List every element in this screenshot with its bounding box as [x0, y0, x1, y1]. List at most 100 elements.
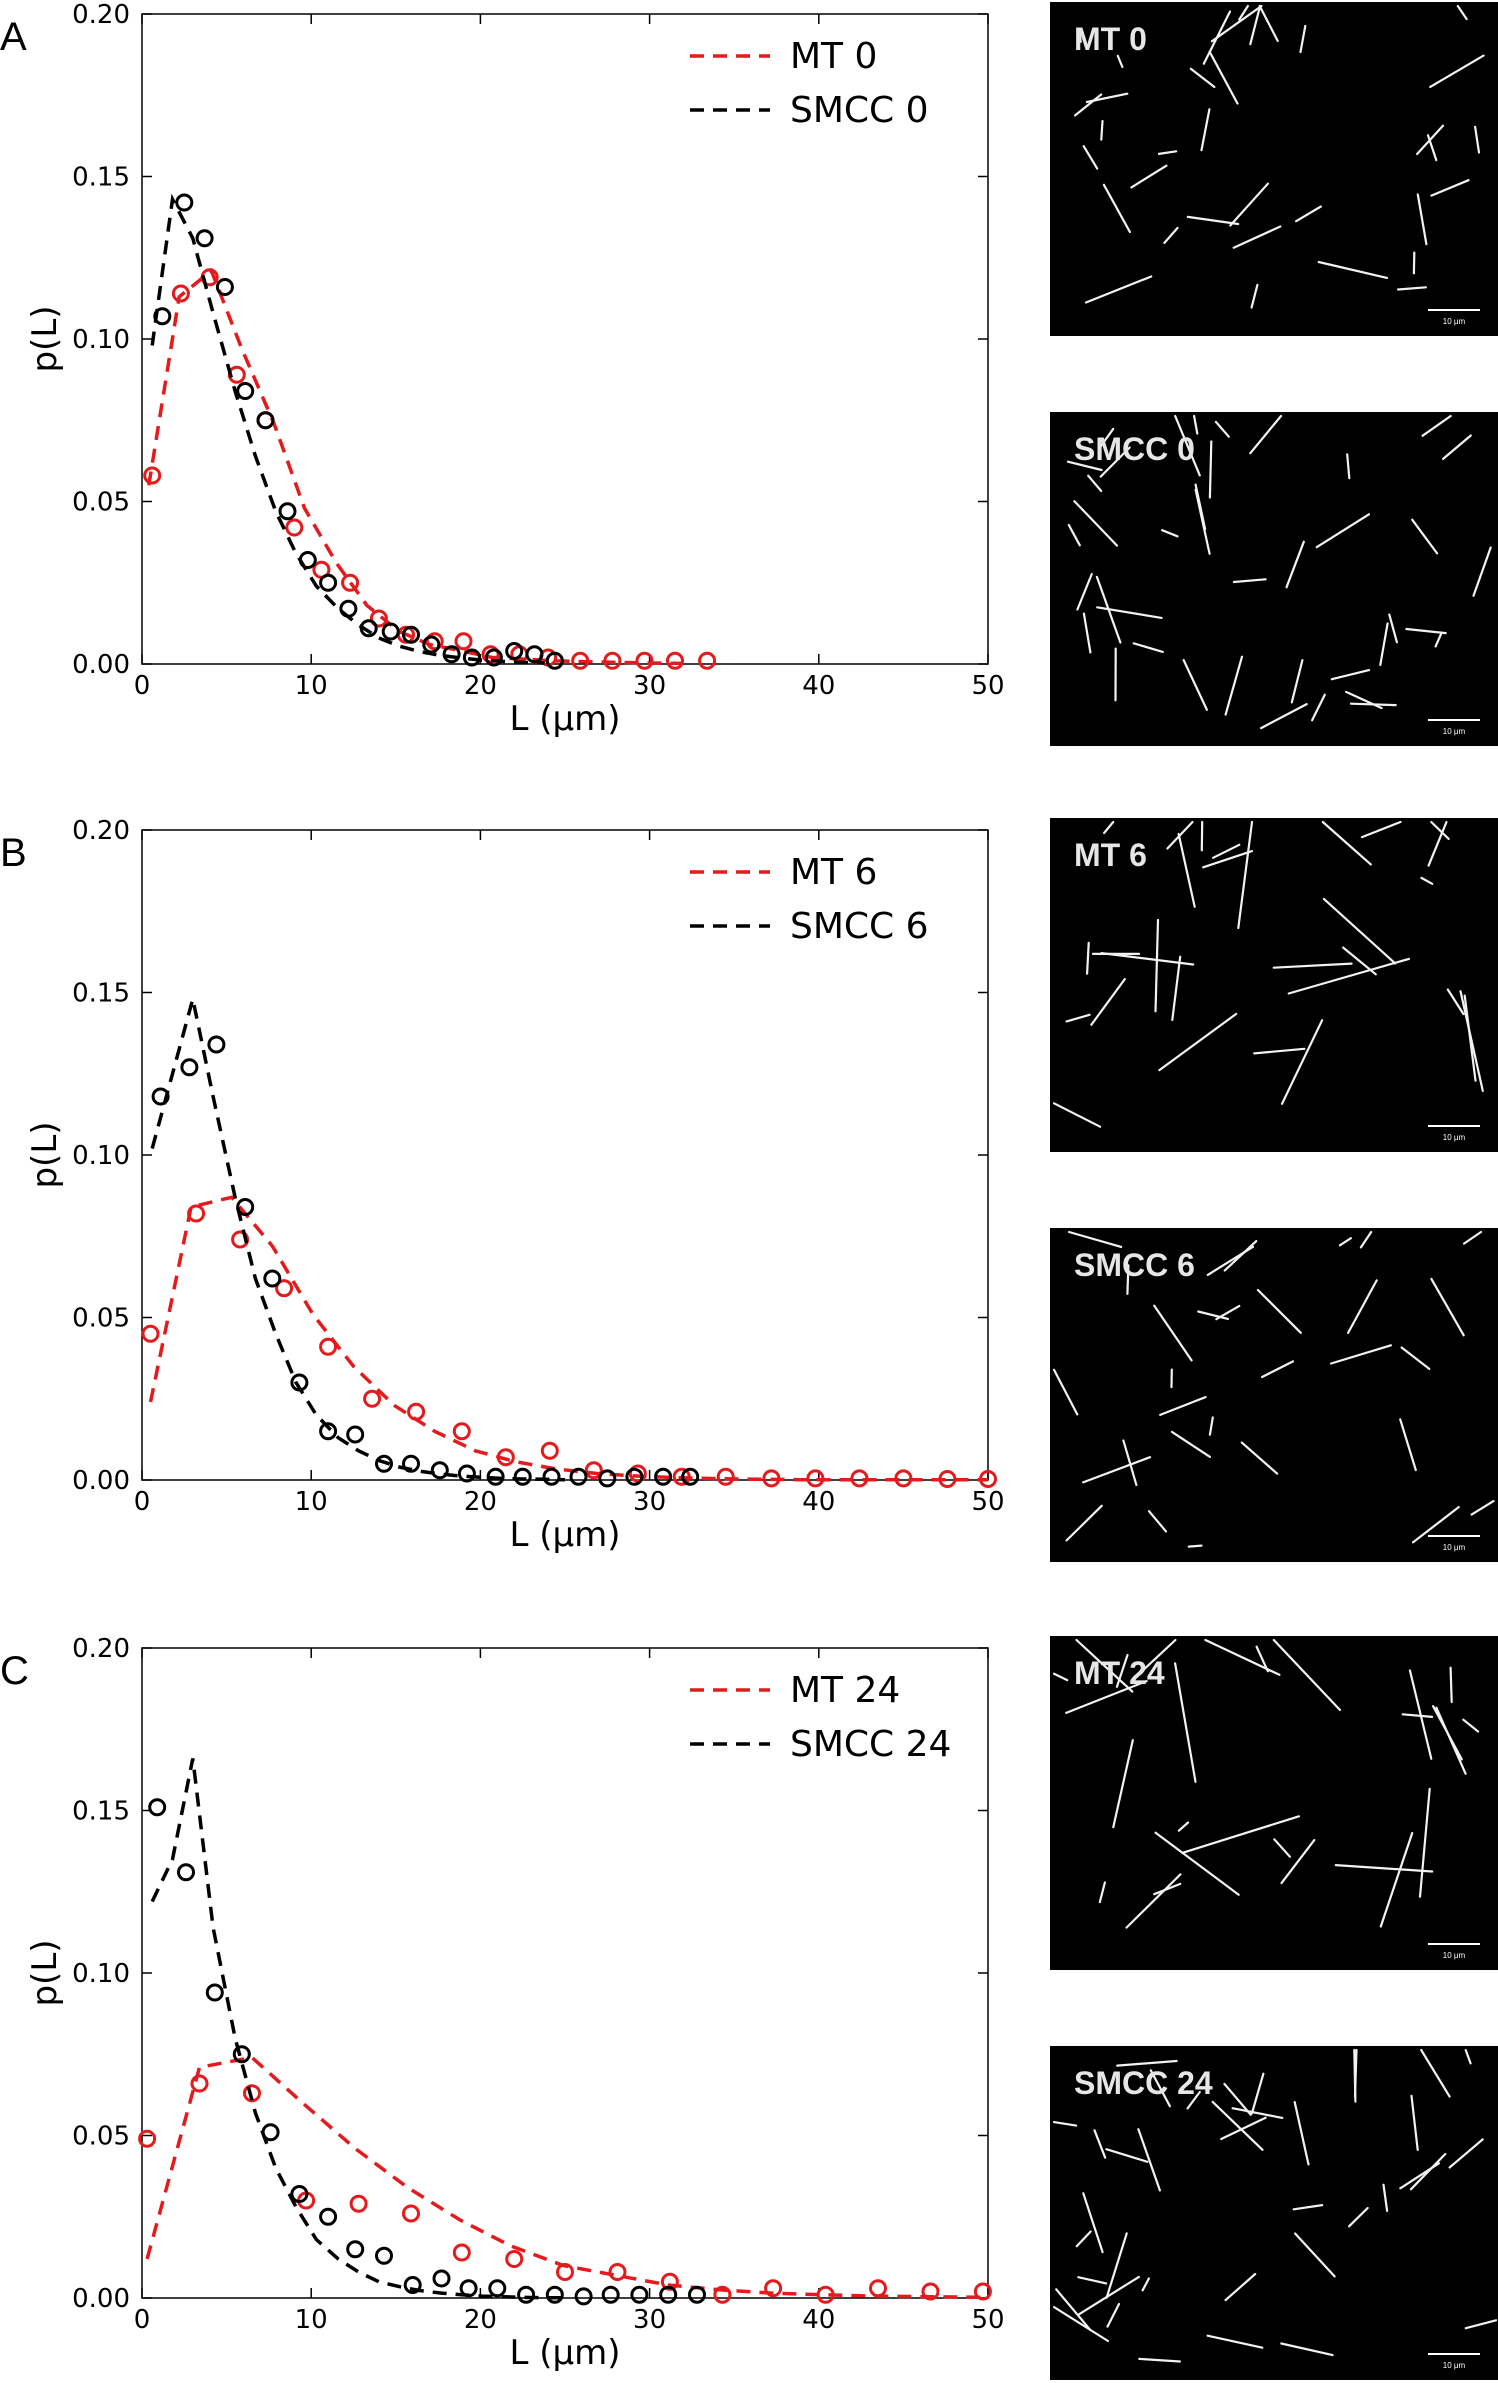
filament — [1334, 1863, 1434, 1873]
filament — [1052, 1368, 1079, 1416]
micrograph-background — [1050, 818, 1498, 1152]
data-point — [403, 2276, 422, 2294]
filament — [1067, 523, 1081, 547]
data-point — [261, 2123, 280, 2142]
filament — [1126, 1264, 1130, 1296]
data-point — [505, 642, 524, 660]
filament — [1330, 668, 1371, 681]
x-tick-label: 10 — [295, 1487, 328, 1517]
filament — [1472, 546, 1492, 597]
y-tick-label: 0.15 — [72, 979, 130, 1009]
filament — [1090, 977, 1126, 1026]
filament — [1177, 1821, 1190, 1832]
data-point — [635, 651, 654, 670]
data-point — [921, 2282, 940, 2301]
x-tick-label: 0 — [134, 671, 151, 701]
data-point — [517, 2285, 536, 2304]
filament — [1418, 1787, 1431, 1898]
data-point — [177, 1863, 195, 1882]
data-point — [688, 2285, 706, 2304]
legend: MT 6 SMCC 6 — [690, 852, 929, 947]
micrograph-background — [1050, 412, 1498, 746]
filament — [1149, 2069, 1172, 2108]
legend-label: SMCC 6 — [790, 906, 929, 947]
micrograph-label: SMCC 24 — [1074, 2065, 1213, 2101]
data-point — [542, 1467, 561, 1486]
filament — [1431, 1705, 1463, 1761]
filament — [1100, 119, 1104, 141]
filament — [1464, 2319, 1498, 2330]
data-point — [540, 1441, 559, 1460]
y-tick-label: 0.15 — [72, 1797, 130, 1827]
series-mt-24 — [138, 2055, 992, 2304]
data-point — [556, 2263, 574, 2281]
filament — [1253, 1047, 1306, 1055]
y-tick-label: 0.05 — [72, 488, 130, 518]
y-tick-label: 0.00 — [72, 1466, 130, 1496]
x-tick-label: 40 — [802, 1487, 835, 1517]
filament — [1187, 1544, 1203, 1548]
series-mt-6 — [141, 1195, 997, 1488]
data-point — [231, 1230, 250, 1249]
data-point — [263, 1269, 282, 1288]
filament — [1353, 2048, 1358, 2098]
data-point — [716, 1467, 735, 1486]
filament — [1153, 1304, 1193, 1362]
filament — [1317, 260, 1389, 279]
data-point — [148, 1798, 167, 1817]
filament — [1200, 108, 1211, 152]
data-point — [190, 2074, 209, 2093]
filament — [1082, 145, 1099, 170]
filament — [1208, 440, 1213, 499]
data-point — [764, 2279, 783, 2298]
data-point — [349, 2194, 368, 2213]
y-axis-label: p(L) — [25, 1939, 65, 2006]
filament — [1258, 4, 1279, 43]
filament — [1382, 2183, 1389, 2212]
filament — [1223, 2082, 1252, 2116]
filament — [1238, 4, 1250, 21]
panel-letter: B — [0, 831, 27, 875]
filament — [1206, 1245, 1255, 1277]
filament — [1272, 1638, 1342, 1712]
micrograph: MT 6 10 μm — [1050, 818, 1498, 1152]
x-tick-label: 50 — [971, 671, 1004, 701]
data-point — [625, 1467, 644, 1486]
data-point — [151, 1087, 170, 1106]
y-tick-label: 0.10 — [72, 1959, 130, 1989]
x-tick-label: 0 — [134, 2305, 151, 2335]
data-point — [205, 1983, 224, 2002]
filament — [1429, 54, 1485, 89]
filament — [1154, 918, 1160, 1013]
chart-panel-c: C 0 10 20 30 40 50 0.00 0.05 0.10 0.15 0.20 L (μm) p(… — [0, 1634, 1005, 2373]
data-point — [462, 648, 481, 667]
data-point — [973, 2282, 992, 2301]
filament — [1099, 446, 1131, 478]
filament — [1210, 4, 1263, 43]
fit-line — [150, 1758, 565, 2300]
y-axis-label: p(L) — [25, 305, 65, 372]
data-point — [319, 2207, 338, 2226]
data-point — [545, 651, 564, 670]
filament — [1240, 1441, 1279, 1475]
filament — [1459, 990, 1484, 1093]
data-point — [659, 2285, 678, 2304]
filament — [1052, 1672, 1069, 1682]
x-tick-label: 20 — [464, 1487, 497, 1517]
filament — [1154, 1831, 1240, 1896]
micrograph: MT 24 10 μm — [1050, 1636, 1498, 1970]
filament — [1082, 2192, 1104, 2254]
data-point — [180, 1058, 199, 1077]
filament — [1066, 460, 1103, 472]
scale-bar-label: 10 μm — [1443, 727, 1466, 736]
filament — [1095, 575, 1122, 644]
y-tick-label: 0.20 — [72, 816, 130, 846]
y-tick-label: 0.00 — [72, 2284, 130, 2314]
filament — [1329, 1344, 1393, 1365]
micrograph-background — [1050, 2, 1498, 336]
filament — [1322, 897, 1397, 965]
data-point — [256, 411, 275, 430]
filament — [1076, 572, 1093, 611]
data-point — [442, 645, 461, 664]
filament — [1177, 832, 1196, 908]
